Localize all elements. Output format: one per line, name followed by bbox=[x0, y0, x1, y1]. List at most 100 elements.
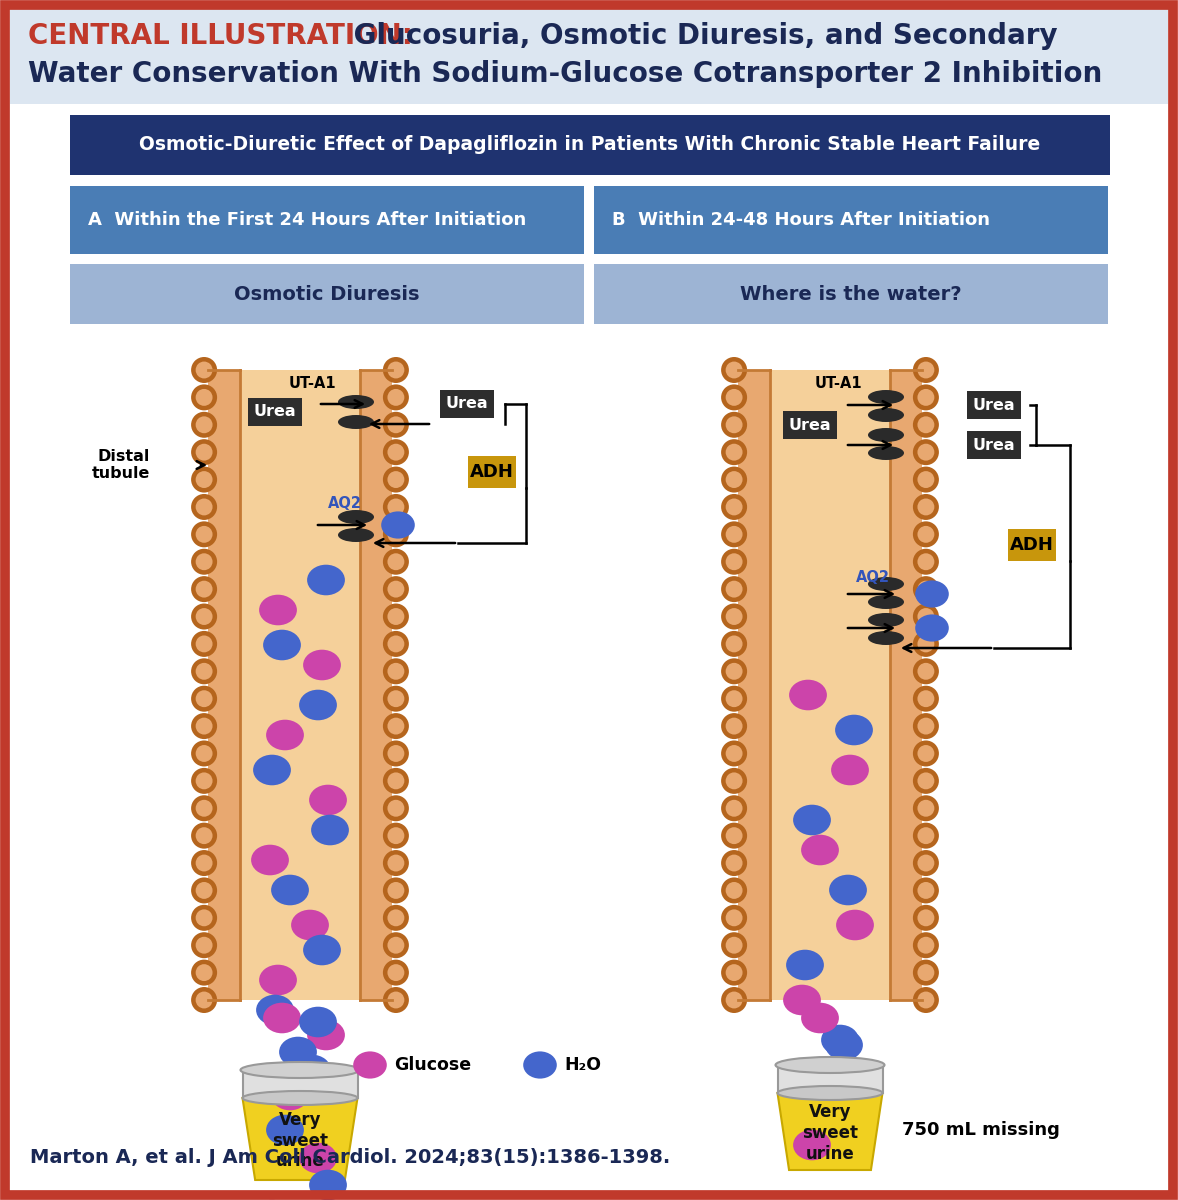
Circle shape bbox=[726, 827, 742, 844]
Circle shape bbox=[383, 358, 409, 383]
Circle shape bbox=[721, 713, 747, 739]
Circle shape bbox=[918, 444, 934, 461]
Circle shape bbox=[388, 773, 404, 790]
Bar bbox=[783, 410, 836, 439]
Circle shape bbox=[196, 854, 212, 871]
Circle shape bbox=[196, 444, 212, 461]
Circle shape bbox=[196, 389, 212, 406]
Circle shape bbox=[383, 960, 409, 985]
Circle shape bbox=[726, 553, 742, 570]
Circle shape bbox=[721, 659, 747, 684]
Ellipse shape bbox=[868, 428, 904, 442]
Bar bbox=[360, 370, 392, 1000]
Circle shape bbox=[196, 526, 212, 542]
Circle shape bbox=[388, 526, 404, 542]
Circle shape bbox=[721, 576, 747, 602]
Circle shape bbox=[388, 662, 404, 679]
Circle shape bbox=[383, 604, 409, 630]
Circle shape bbox=[196, 472, 212, 488]
Circle shape bbox=[388, 581, 404, 598]
Circle shape bbox=[726, 416, 742, 433]
Circle shape bbox=[196, 882, 212, 899]
Circle shape bbox=[918, 608, 934, 625]
Circle shape bbox=[918, 690, 934, 707]
Circle shape bbox=[913, 358, 939, 383]
Circle shape bbox=[913, 850, 939, 876]
Text: Osmotic Diuresis: Osmotic Diuresis bbox=[234, 284, 419, 304]
Bar bbox=[594, 186, 1108, 254]
Circle shape bbox=[918, 416, 934, 433]
Circle shape bbox=[918, 910, 934, 926]
Ellipse shape bbox=[259, 595, 297, 625]
Circle shape bbox=[388, 937, 404, 954]
Circle shape bbox=[918, 800, 934, 817]
Circle shape bbox=[726, 690, 742, 707]
Ellipse shape bbox=[303, 649, 340, 680]
Circle shape bbox=[721, 494, 747, 520]
Text: Urea: Urea bbox=[973, 397, 1015, 413]
Circle shape bbox=[191, 823, 217, 848]
Circle shape bbox=[918, 361, 934, 378]
Text: Where is the water?: Where is the water? bbox=[740, 284, 961, 304]
Ellipse shape bbox=[801, 835, 839, 865]
Ellipse shape bbox=[382, 511, 415, 539]
Text: Distal
tubule: Distal tubule bbox=[92, 449, 150, 481]
Circle shape bbox=[388, 854, 404, 871]
Circle shape bbox=[196, 937, 212, 954]
Ellipse shape bbox=[868, 631, 904, 646]
Circle shape bbox=[383, 548, 409, 575]
Circle shape bbox=[388, 882, 404, 899]
Circle shape bbox=[913, 439, 939, 466]
Bar bbox=[891, 370, 922, 1000]
Circle shape bbox=[726, 773, 742, 790]
Circle shape bbox=[721, 548, 747, 575]
Circle shape bbox=[913, 631, 939, 656]
Polygon shape bbox=[777, 1093, 882, 1170]
Text: UT-A1: UT-A1 bbox=[814, 377, 862, 391]
Circle shape bbox=[388, 800, 404, 817]
Circle shape bbox=[721, 796, 747, 821]
Bar bbox=[468, 456, 516, 488]
Ellipse shape bbox=[309, 785, 346, 815]
Circle shape bbox=[383, 659, 409, 684]
Bar bbox=[70, 186, 584, 254]
Circle shape bbox=[388, 498, 404, 516]
Circle shape bbox=[918, 854, 934, 871]
Ellipse shape bbox=[291, 910, 329, 941]
Circle shape bbox=[913, 685, 939, 712]
Circle shape bbox=[726, 472, 742, 488]
Circle shape bbox=[721, 604, 747, 630]
Ellipse shape bbox=[829, 875, 867, 905]
Circle shape bbox=[913, 494, 939, 520]
Circle shape bbox=[913, 576, 939, 602]
Ellipse shape bbox=[271, 875, 309, 905]
Text: Urea: Urea bbox=[445, 396, 489, 412]
Circle shape bbox=[191, 850, 217, 876]
Circle shape bbox=[388, 416, 404, 433]
Ellipse shape bbox=[266, 1115, 304, 1145]
Circle shape bbox=[383, 877, 409, 904]
Circle shape bbox=[383, 521, 409, 547]
Circle shape bbox=[191, 740, 217, 767]
Text: AQ2: AQ2 bbox=[856, 570, 891, 586]
Circle shape bbox=[721, 439, 747, 466]
Circle shape bbox=[191, 685, 217, 712]
Text: 750 mL missing: 750 mL missing bbox=[902, 1121, 1060, 1139]
Bar bbox=[967, 391, 1020, 419]
Circle shape bbox=[726, 718, 742, 734]
Circle shape bbox=[726, 937, 742, 954]
Circle shape bbox=[383, 932, 409, 959]
Text: Very
sweet
urine: Very sweet urine bbox=[802, 1103, 858, 1163]
Circle shape bbox=[196, 910, 212, 926]
Circle shape bbox=[196, 608, 212, 625]
Circle shape bbox=[913, 659, 939, 684]
Text: UT-A1: UT-A1 bbox=[289, 377, 336, 391]
Ellipse shape bbox=[825, 1030, 863, 1061]
Text: Glucosuria, Osmotic Diuresis, and Secondary: Glucosuria, Osmotic Diuresis, and Second… bbox=[344, 22, 1058, 50]
Circle shape bbox=[721, 384, 747, 410]
Circle shape bbox=[721, 877, 747, 904]
Circle shape bbox=[196, 361, 212, 378]
Circle shape bbox=[383, 850, 409, 876]
Circle shape bbox=[191, 358, 217, 383]
Circle shape bbox=[383, 796, 409, 821]
